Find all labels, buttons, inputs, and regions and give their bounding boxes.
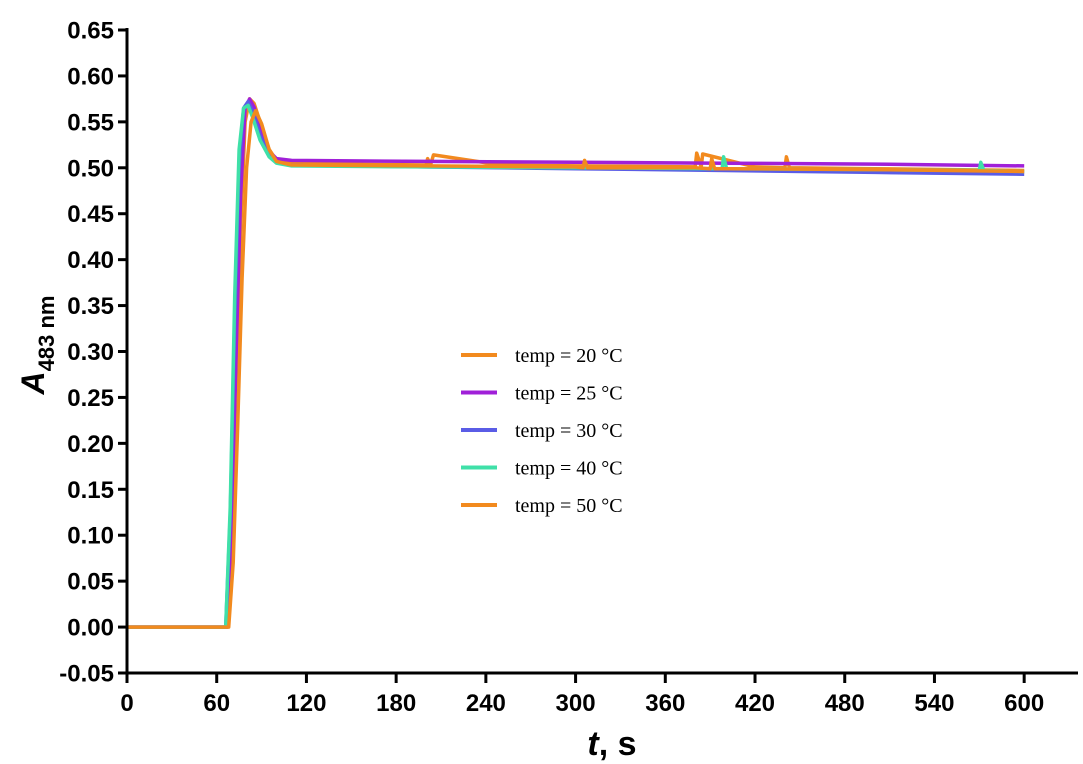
y-tick-label: 0.05 xyxy=(67,569,114,596)
legend-label: temp = 25 °C xyxy=(515,383,623,405)
x-tick-label: 300 xyxy=(556,690,596,717)
x-tick-label: 240 xyxy=(466,690,506,717)
y-tick-label: 0.65 xyxy=(67,18,114,45)
y-tick-label: 0.20 xyxy=(67,431,114,458)
series-lines xyxy=(127,97,1025,629)
x-tick-label: 420 xyxy=(735,690,775,717)
y-tick-label: 0.60 xyxy=(67,63,114,90)
y-tick-label: 0.00 xyxy=(67,615,114,642)
legend-label: temp = 40 °C xyxy=(515,458,623,480)
legend: temp = 20 °C temp = 25 °C temp = 30 °C temp… xyxy=(461,345,623,517)
series-line-5 xyxy=(127,109,1025,629)
y-tick-label: -0.05 xyxy=(59,661,114,688)
y-tick-label: 0.30 xyxy=(67,339,114,366)
legend-label: temp = 50 °C xyxy=(515,495,623,517)
y-tick-label: 0.40 xyxy=(67,247,114,274)
x-tick-label: 180 xyxy=(376,690,416,717)
x-tick-label: 600 xyxy=(1004,690,1044,717)
y-axis-title: A483 nm xyxy=(15,296,59,396)
legend-label: temp = 30 °C xyxy=(515,420,623,442)
x-tick-label: 60 xyxy=(203,690,230,717)
y-tick-label: 0.50 xyxy=(67,155,114,182)
y-tick-label: 0.45 xyxy=(67,201,114,228)
x-tick-label: 120 xyxy=(286,690,326,717)
y-tick-label: 0.25 xyxy=(67,385,114,412)
x-tick-label: 360 xyxy=(645,690,685,717)
y-tick-label: 0.10 xyxy=(67,523,114,550)
x-axis-title: t, s xyxy=(587,725,636,763)
y-tick-label: 0.55 xyxy=(67,109,114,136)
x-tick-label: 540 xyxy=(914,690,954,717)
y-tick-label: 0.35 xyxy=(67,293,114,320)
x-tick-label: 0 xyxy=(120,690,133,717)
axes: -0.05 0.00 0.05 0.10 0.15 0.20 0.25 0.30 0.35 0.4… xyxy=(59,18,1078,717)
y-tick-label: 0.15 xyxy=(67,477,114,504)
legend-label: temp = 20 °C xyxy=(515,345,623,367)
x-tick-label: 480 xyxy=(825,690,865,717)
